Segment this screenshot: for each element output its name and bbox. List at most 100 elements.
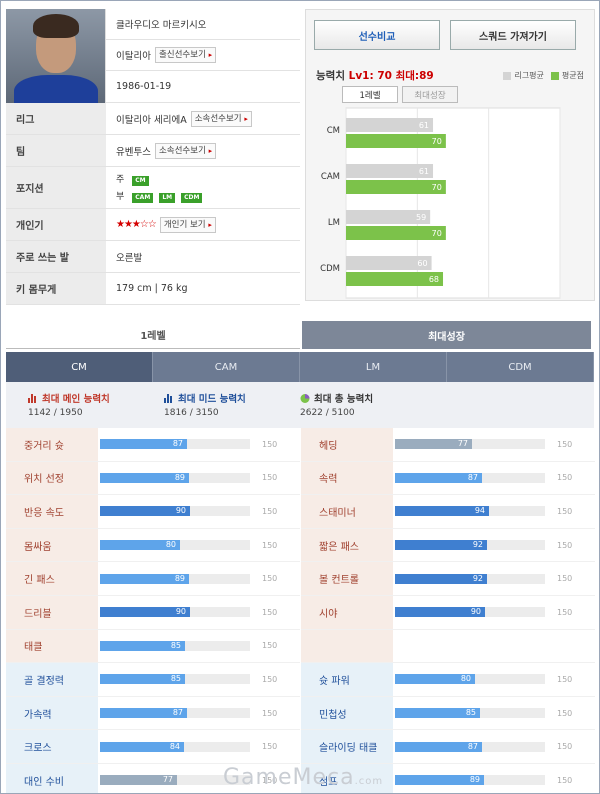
chart-data-label: 70 [432,183,442,192]
stat-bar-track: 89 [100,573,250,584]
player-birth: 1986-01-19 [116,81,172,92]
sub-position-badge: CDM [181,193,203,203]
stat-bar-track: 85 [395,708,545,719]
stat-row: 가속력 87 150 [6,696,300,731]
chart-legend: 리그평균 평균점 [503,70,584,81]
sub-position-badge: LM [159,193,176,203]
stat-max: 150 [557,540,573,550]
chart-data-label: 59 [416,213,426,222]
stat-max: 150 [262,540,278,550]
chart-bar-avg [346,180,446,194]
stat-bar-track: 80 [395,674,545,685]
stat-name: 속력 [301,461,393,495]
stat-name: 점프 [301,763,393,793]
stat-max: 150 [557,607,573,617]
stat-name: 스태미너 [301,495,393,528]
stat-name: 대인 수비 [6,763,98,793]
stat-max: 150 [262,674,278,684]
stat-bar-track: 92 [395,540,545,551]
stat-max: 150 [557,506,573,516]
stat-name: 시야 [301,595,393,629]
stat-row: 태클 85 150 [6,629,300,664]
compare-button[interactable]: 선수비교 [314,20,440,50]
summary-mid: 최대 미드 능력치 1816 / 3150 [164,393,246,418]
stat-bar-fill: 84 [100,741,184,752]
stat-row: 크로스 84 150 [6,730,300,764]
league-players-button[interactable]: 소속선수보기 ▸ [190,110,252,127]
chart-data-label: 70 [432,229,442,238]
stat-name: 골 결정력 [6,663,98,696]
chart-bar-league [346,164,434,178]
stat-name: 슛 파워 [301,663,393,696]
nation-players-button[interactable]: 출신선수보기 ▸ [154,47,217,63]
stat-row: 슛 파워 80 150 [301,663,595,697]
stat-name: 태클 [6,629,98,663]
stat-bar-track: 89 [395,775,545,786]
stat-bar-fill: 94 [395,506,489,517]
stat-name: 가속력 [6,696,98,730]
stat-bar-fill: 87 [100,708,187,719]
foot-label: 주로 쓰는 발 [6,241,106,272]
stat-row: 점프 89 150 [301,763,595,793]
stat-row: 중거리 슛 87 150 [6,428,300,462]
skill-view-button[interactable]: 개인기 보기 ▸ [159,216,216,233]
sub-pos-label: 부 [116,192,125,202]
stat-bar-track: 89 [100,472,250,483]
player-league: 이탈리아 세리에A [116,114,187,126]
body-label: 키 몸무게 [6,273,106,304]
chart-data-label: 61 [419,121,429,130]
stat-row: 볼 컨트롤 92 150 [301,562,595,596]
growth-tabs: 1레벨 최대성장 [6,321,594,349]
stat-row: 드리블 90 150 [6,595,300,630]
stat-bar-track: 87 [395,472,545,483]
team-label: 팀 [6,135,106,166]
player-foot: 오른발 [116,252,143,264]
tab-max-growth[interactable]: 최대성장 [302,321,591,349]
stat-row: 긴 패스 89 150 [6,562,300,596]
position-tab-lm[interactable]: LM [300,352,447,382]
stat-bar-fill: 85 [395,708,480,719]
chart-tab-max[interactable]: 최대성장 [402,86,458,103]
player-photo [6,9,106,103]
stat-row: 슬라이딩 태클 87 150 [301,730,595,764]
bar-chart-icon [164,393,172,403]
stat-max: 150 [262,742,278,752]
summary-main: 최대 메인 능력치 1142 / 1950 [28,393,110,418]
stat-max: 150 [557,439,573,449]
main-position-badge: CM [132,176,149,186]
stat-bar-track: 87 [100,439,250,450]
stat-name [301,629,393,663]
stat-bar-fill: 85 [100,674,185,685]
player-body: 179 cm | 76 kg [116,283,188,294]
team-players-button[interactable]: 소속선수보기 ▸ [154,142,217,159]
stat-bar-track: 90 [395,607,545,618]
stat-bar-fill: 80 [100,540,180,551]
position-tab-cam[interactable]: CAM [153,352,300,382]
stat-bar-fill: 85 [100,640,185,651]
summary-total: 최대 총 능력치 2622 / 5100 [300,393,374,418]
stat-max: 150 [262,641,278,651]
squad-button[interactable]: 스쿼드 가져가기 [450,20,576,50]
stat-row [301,629,595,664]
chart-tab-level[interactable]: 1레벨 [342,86,398,103]
stat-name: 반응 속도 [6,495,98,528]
player-team: 유벤투스 [116,146,151,158]
chart-bar-avg [346,226,446,240]
stat-bar-track: 84 [100,741,250,752]
position-label: 포지션 [6,167,106,208]
stat-max: 150 [557,574,573,584]
ability-panel: 선수비교 스쿼드 가져가기 능력치 Lv1: 70 최대:89 리그평균 평균점… [305,9,595,301]
position-tab-cdm[interactable]: CDM [447,352,594,382]
skill-label: 개인기 [6,209,106,240]
chart-data-label: 60 [417,259,427,268]
skill-stars: ★★★☆☆ [116,219,157,230]
league-label: 리그 [6,103,106,134]
stat-row: 위치 선정 89 150 [6,461,300,496]
stat-bar-track: 87 [395,741,545,752]
tab-level[interactable]: 1레벨 [6,321,300,349]
stat-max: 150 [262,607,278,617]
chart-data-label: 70 [432,137,442,146]
position-tab-cm[interactable]: CM [6,352,153,382]
stat-max: 150 [557,708,573,718]
chart-data-label: 61 [419,167,429,176]
